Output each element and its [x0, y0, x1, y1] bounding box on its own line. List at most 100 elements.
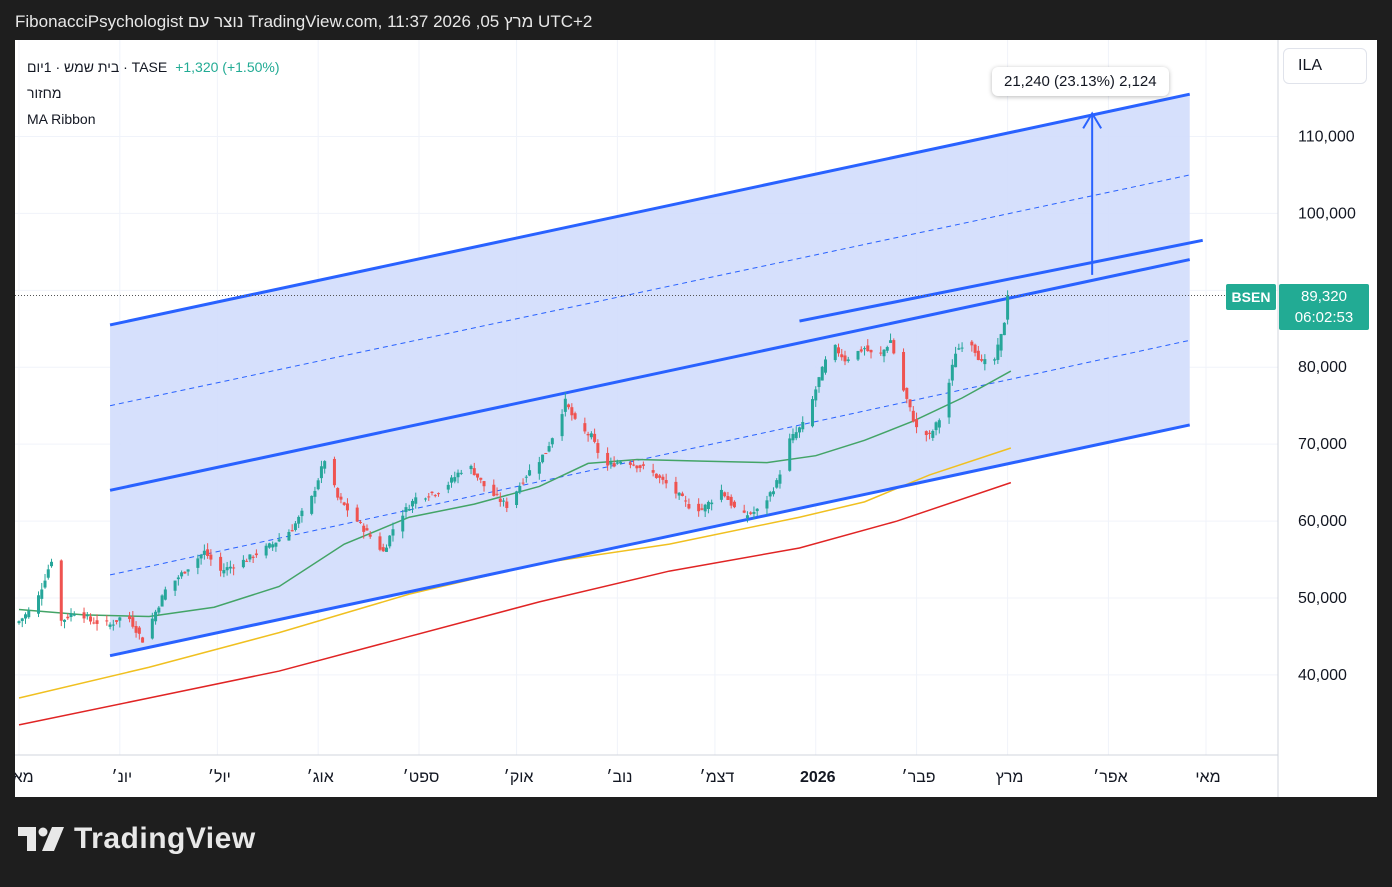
candle-body	[856, 351, 860, 360]
candle-body	[241, 559, 245, 568]
candle-body	[277, 539, 281, 542]
price-chart[interactable]: 40,000 50,000 60,000 70,000 80,000 100,000 110…	[15, 40, 1377, 797]
candle	[615, 459, 619, 465]
candle-body	[111, 624, 115, 626]
candle	[833, 344, 837, 363]
candle-body	[976, 350, 980, 361]
candle-body	[85, 615, 89, 617]
candle	[404, 503, 408, 519]
candle-body	[687, 504, 691, 509]
candle-body	[199, 554, 203, 559]
candle	[957, 343, 961, 351]
candle-body	[700, 508, 704, 510]
candle	[202, 544, 206, 560]
candle	[498, 492, 502, 507]
candle-body	[980, 359, 984, 361]
channel-middle-line	[109, 258, 1191, 492]
candle	[115, 620, 119, 625]
moving-average-red	[18, 481, 1012, 726]
candle-body	[706, 501, 710, 510]
candle	[245, 558, 249, 562]
candle-body	[313, 490, 317, 497]
candle	[199, 553, 203, 565]
candle	[905, 387, 909, 404]
candle	[950, 359, 954, 386]
candle-body	[37, 595, 41, 614]
candle-body	[157, 607, 161, 613]
candle-body	[589, 433, 593, 438]
candle	[788, 433, 792, 472]
candle-body	[46, 569, 50, 578]
candle-body	[664, 479, 668, 484]
candle-body	[332, 458, 336, 486]
candle	[550, 437, 554, 448]
candle	[469, 464, 473, 475]
candle	[771, 487, 775, 497]
moving-average-green	[18, 370, 1012, 618]
candle-body	[567, 404, 571, 408]
candle	[92, 617, 96, 625]
candle-body	[498, 498, 502, 502]
candle-body	[232, 567, 236, 569]
candle	[596, 439, 600, 459]
candle	[593, 428, 597, 444]
candle-body	[768, 492, 772, 497]
candle	[999, 333, 1003, 358]
candle	[248, 554, 252, 563]
candle-body	[433, 495, 437, 497]
candle	[355, 504, 359, 523]
candle-body	[654, 473, 658, 478]
candle-body	[950, 364, 954, 381]
legend-indicator[interactable]: MA Ribbon	[27, 111, 96, 127]
candle-body	[410, 500, 414, 507]
chart-panel[interactable]: 40,000 50,000 60,000 70,000 80,000 100,000 110…	[15, 40, 1377, 797]
candle	[515, 490, 519, 509]
candle-body	[902, 351, 906, 391]
measure-arrow-head	[1082, 111, 1103, 129]
candle	[332, 456, 336, 488]
candle-body	[222, 570, 226, 574]
candle	[410, 498, 414, 513]
candle-body	[297, 516, 301, 524]
candle	[251, 555, 255, 564]
candle-body	[823, 359, 827, 373]
candle-body	[414, 497, 418, 504]
candle	[703, 503, 707, 518]
candle	[105, 615, 109, 626]
currency-button[interactable]: ILA	[1283, 48, 1367, 84]
x-tick-label: אפר׳	[1093, 769, 1128, 786]
candle	[518, 482, 522, 495]
candle-body	[437, 493, 441, 495]
candle-body	[550, 438, 554, 445]
x-tick-label: מאי	[15, 769, 34, 786]
candle	[797, 426, 801, 438]
candle	[628, 460, 632, 469]
candle-body	[254, 553, 258, 556]
candle	[27, 607, 31, 619]
channel-extra-line	[799, 238, 1204, 323]
candle	[300, 508, 304, 523]
candle	[882, 349, 886, 363]
candle-body	[710, 502, 714, 505]
candle	[476, 473, 480, 481]
candle-body	[505, 501, 509, 508]
candle	[745, 511, 749, 523]
candle-body	[638, 465, 642, 468]
candle	[742, 504, 746, 514]
tradingview-logo-icon	[18, 827, 64, 851]
candle	[323, 460, 327, 474]
candle	[358, 520, 362, 524]
candle-body	[450, 477, 454, 483]
candle	[651, 463, 655, 477]
candle-body	[684, 500, 688, 502]
candle-body	[228, 566, 232, 569]
candle	[635, 465, 639, 473]
legend-volume[interactable]: מחזור	[27, 85, 62, 101]
candle	[879, 346, 883, 356]
x-tick-label: מרץ	[996, 769, 1024, 786]
candle-body	[560, 414, 564, 437]
candle	[706, 500, 710, 514]
candle-body	[384, 547, 388, 552]
candle	[632, 459, 636, 467]
candle-body	[365, 528, 369, 531]
